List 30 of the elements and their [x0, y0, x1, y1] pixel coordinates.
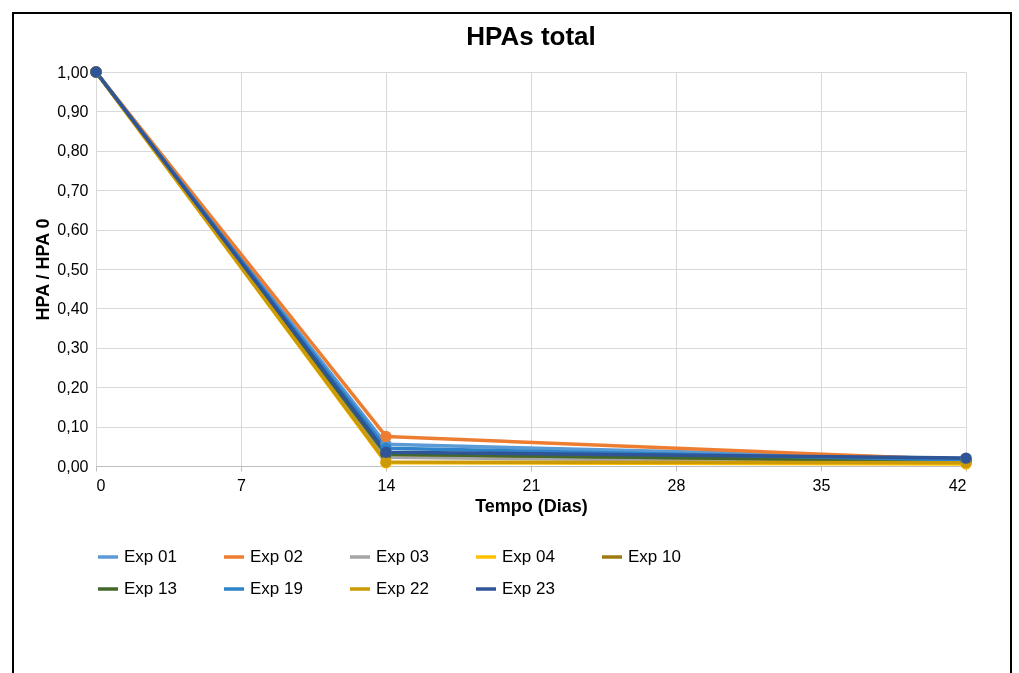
y-tick-label: 0,60 — [57, 221, 89, 239]
x-tick-label: 42 — [948, 476, 967, 494]
x-tick-label: 7 — [237, 476, 247, 494]
y-axis-title: HPA / HPA 0 — [33, 218, 54, 321]
legend-label: Exp 19 — [250, 579, 303, 598]
legend-label: Exp 01 — [124, 547, 177, 566]
legend-label: Exp 23 — [502, 579, 555, 598]
y-tick-label: 0,70 — [57, 181, 89, 199]
y-tick-label: 0,90 — [57, 102, 89, 120]
y-tick-label: 0,30 — [57, 339, 89, 357]
x-axis-title: Tempo (Dias) — [475, 495, 588, 516]
legend-label: Exp 10 — [628, 547, 681, 566]
legend-label: Exp 22 — [376, 579, 429, 598]
y-tick-label: 0,80 — [57, 142, 89, 160]
y-tick-label: 0,40 — [57, 299, 89, 317]
x-tick-label: 21 — [522, 476, 541, 494]
legend-label: Exp 13 — [124, 579, 177, 598]
x-tick-label: 28 — [667, 476, 686, 494]
y-tick-label: 0,20 — [57, 378, 89, 396]
x-tick-label: 0 — [96, 476, 106, 494]
y-tick-label: 0,00 — [57, 457, 89, 475]
y-tick-label: 0,10 — [57, 418, 89, 436]
legend-label: Exp 02 — [250, 547, 303, 566]
y-tick-label: 1,00 — [57, 63, 89, 81]
x-tick-label: 35 — [812, 476, 831, 494]
x-tick-label: 14 — [377, 476, 396, 494]
legend-label: Exp 03 — [376, 547, 429, 566]
legend-label: Exp 04 — [502, 547, 555, 566]
chart-title: HPAs total — [466, 21, 596, 51]
y-tick-label: 0,50 — [57, 260, 89, 278]
